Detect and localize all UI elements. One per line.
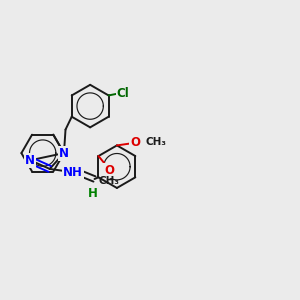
Text: NH: NH [63, 166, 83, 179]
Text: CH₃: CH₃ [98, 176, 119, 186]
Text: CH₃: CH₃ [145, 137, 166, 147]
Text: O: O [104, 164, 114, 177]
Text: H: H [88, 187, 98, 200]
Text: N: N [59, 147, 69, 160]
Text: O: O [130, 136, 140, 149]
Text: N: N [25, 154, 35, 167]
Text: Cl: Cl [117, 87, 130, 101]
